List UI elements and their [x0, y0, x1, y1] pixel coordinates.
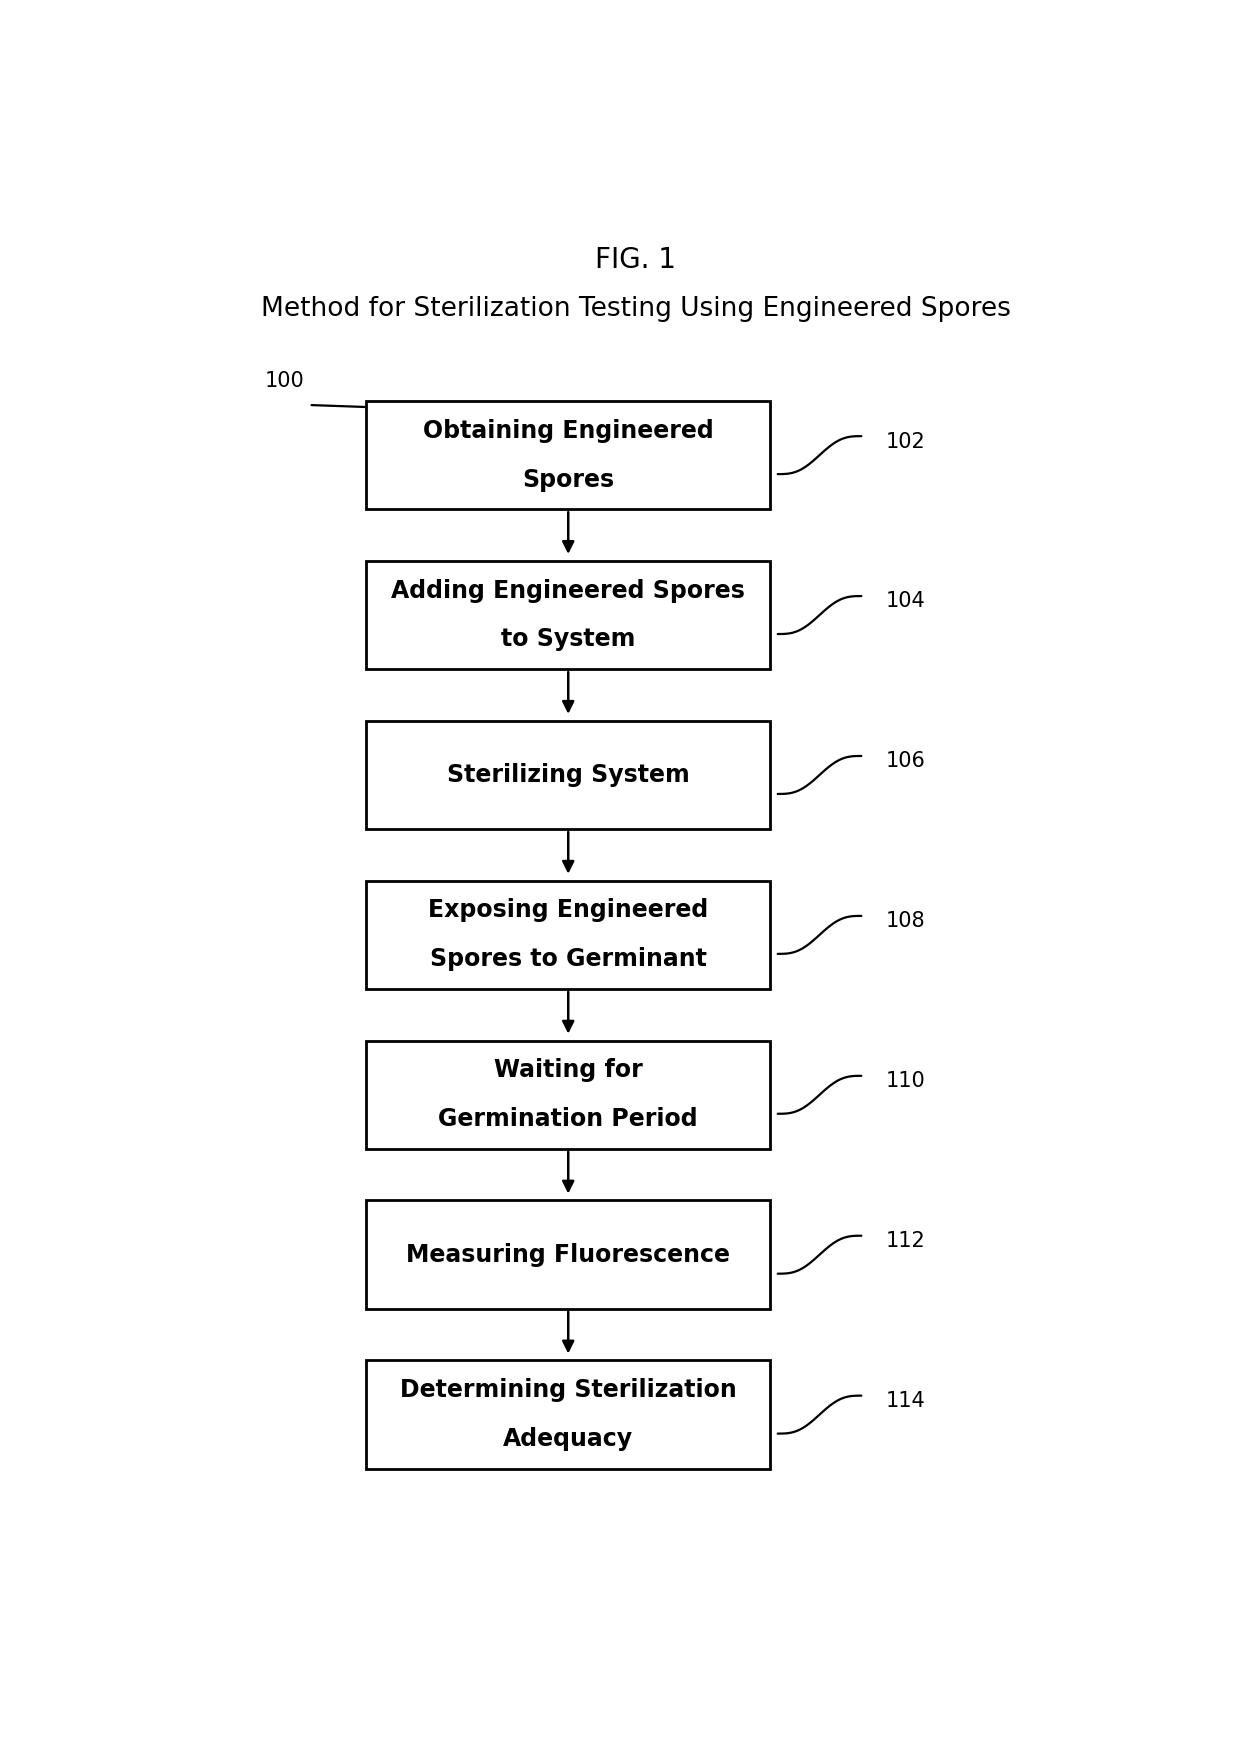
FancyBboxPatch shape — [367, 1040, 770, 1149]
Text: Germination Period: Germination Period — [439, 1107, 698, 1132]
FancyBboxPatch shape — [367, 722, 770, 829]
Text: 108: 108 — [885, 912, 925, 931]
FancyBboxPatch shape — [367, 561, 770, 669]
Text: Exposing Engineered: Exposing Engineered — [428, 899, 708, 922]
Text: Adequacy: Adequacy — [503, 1427, 634, 1450]
Text: Method for Sterilization Testing Using Engineered Spores: Method for Sterilization Testing Using E… — [260, 296, 1011, 322]
Text: FIG. 1: FIG. 1 — [595, 246, 676, 275]
Text: Measuring Fluorescence: Measuring Fluorescence — [407, 1243, 730, 1267]
Text: Adding Engineered Spores: Adding Engineered Spores — [392, 579, 745, 602]
Text: to System: to System — [501, 628, 635, 651]
Text: 110: 110 — [885, 1072, 925, 1091]
Text: 114: 114 — [885, 1390, 925, 1412]
Text: Obtaining Engineered: Obtaining Engineered — [423, 419, 713, 444]
Text: 100: 100 — [265, 371, 305, 391]
Text: 106: 106 — [885, 752, 925, 771]
Text: Sterilizing System: Sterilizing System — [446, 764, 689, 787]
Text: 104: 104 — [885, 591, 925, 611]
FancyBboxPatch shape — [367, 1200, 770, 1309]
Text: Spores to Germinant: Spores to Germinant — [430, 947, 707, 972]
Text: Determining Sterilization: Determining Sterilization — [399, 1378, 737, 1403]
FancyBboxPatch shape — [367, 880, 770, 989]
Text: 102: 102 — [885, 431, 925, 452]
FancyBboxPatch shape — [367, 1360, 770, 1470]
Text: Waiting for: Waiting for — [494, 1058, 642, 1082]
Text: 112: 112 — [885, 1232, 925, 1251]
FancyBboxPatch shape — [367, 401, 770, 509]
Text: Spores: Spores — [522, 468, 614, 491]
